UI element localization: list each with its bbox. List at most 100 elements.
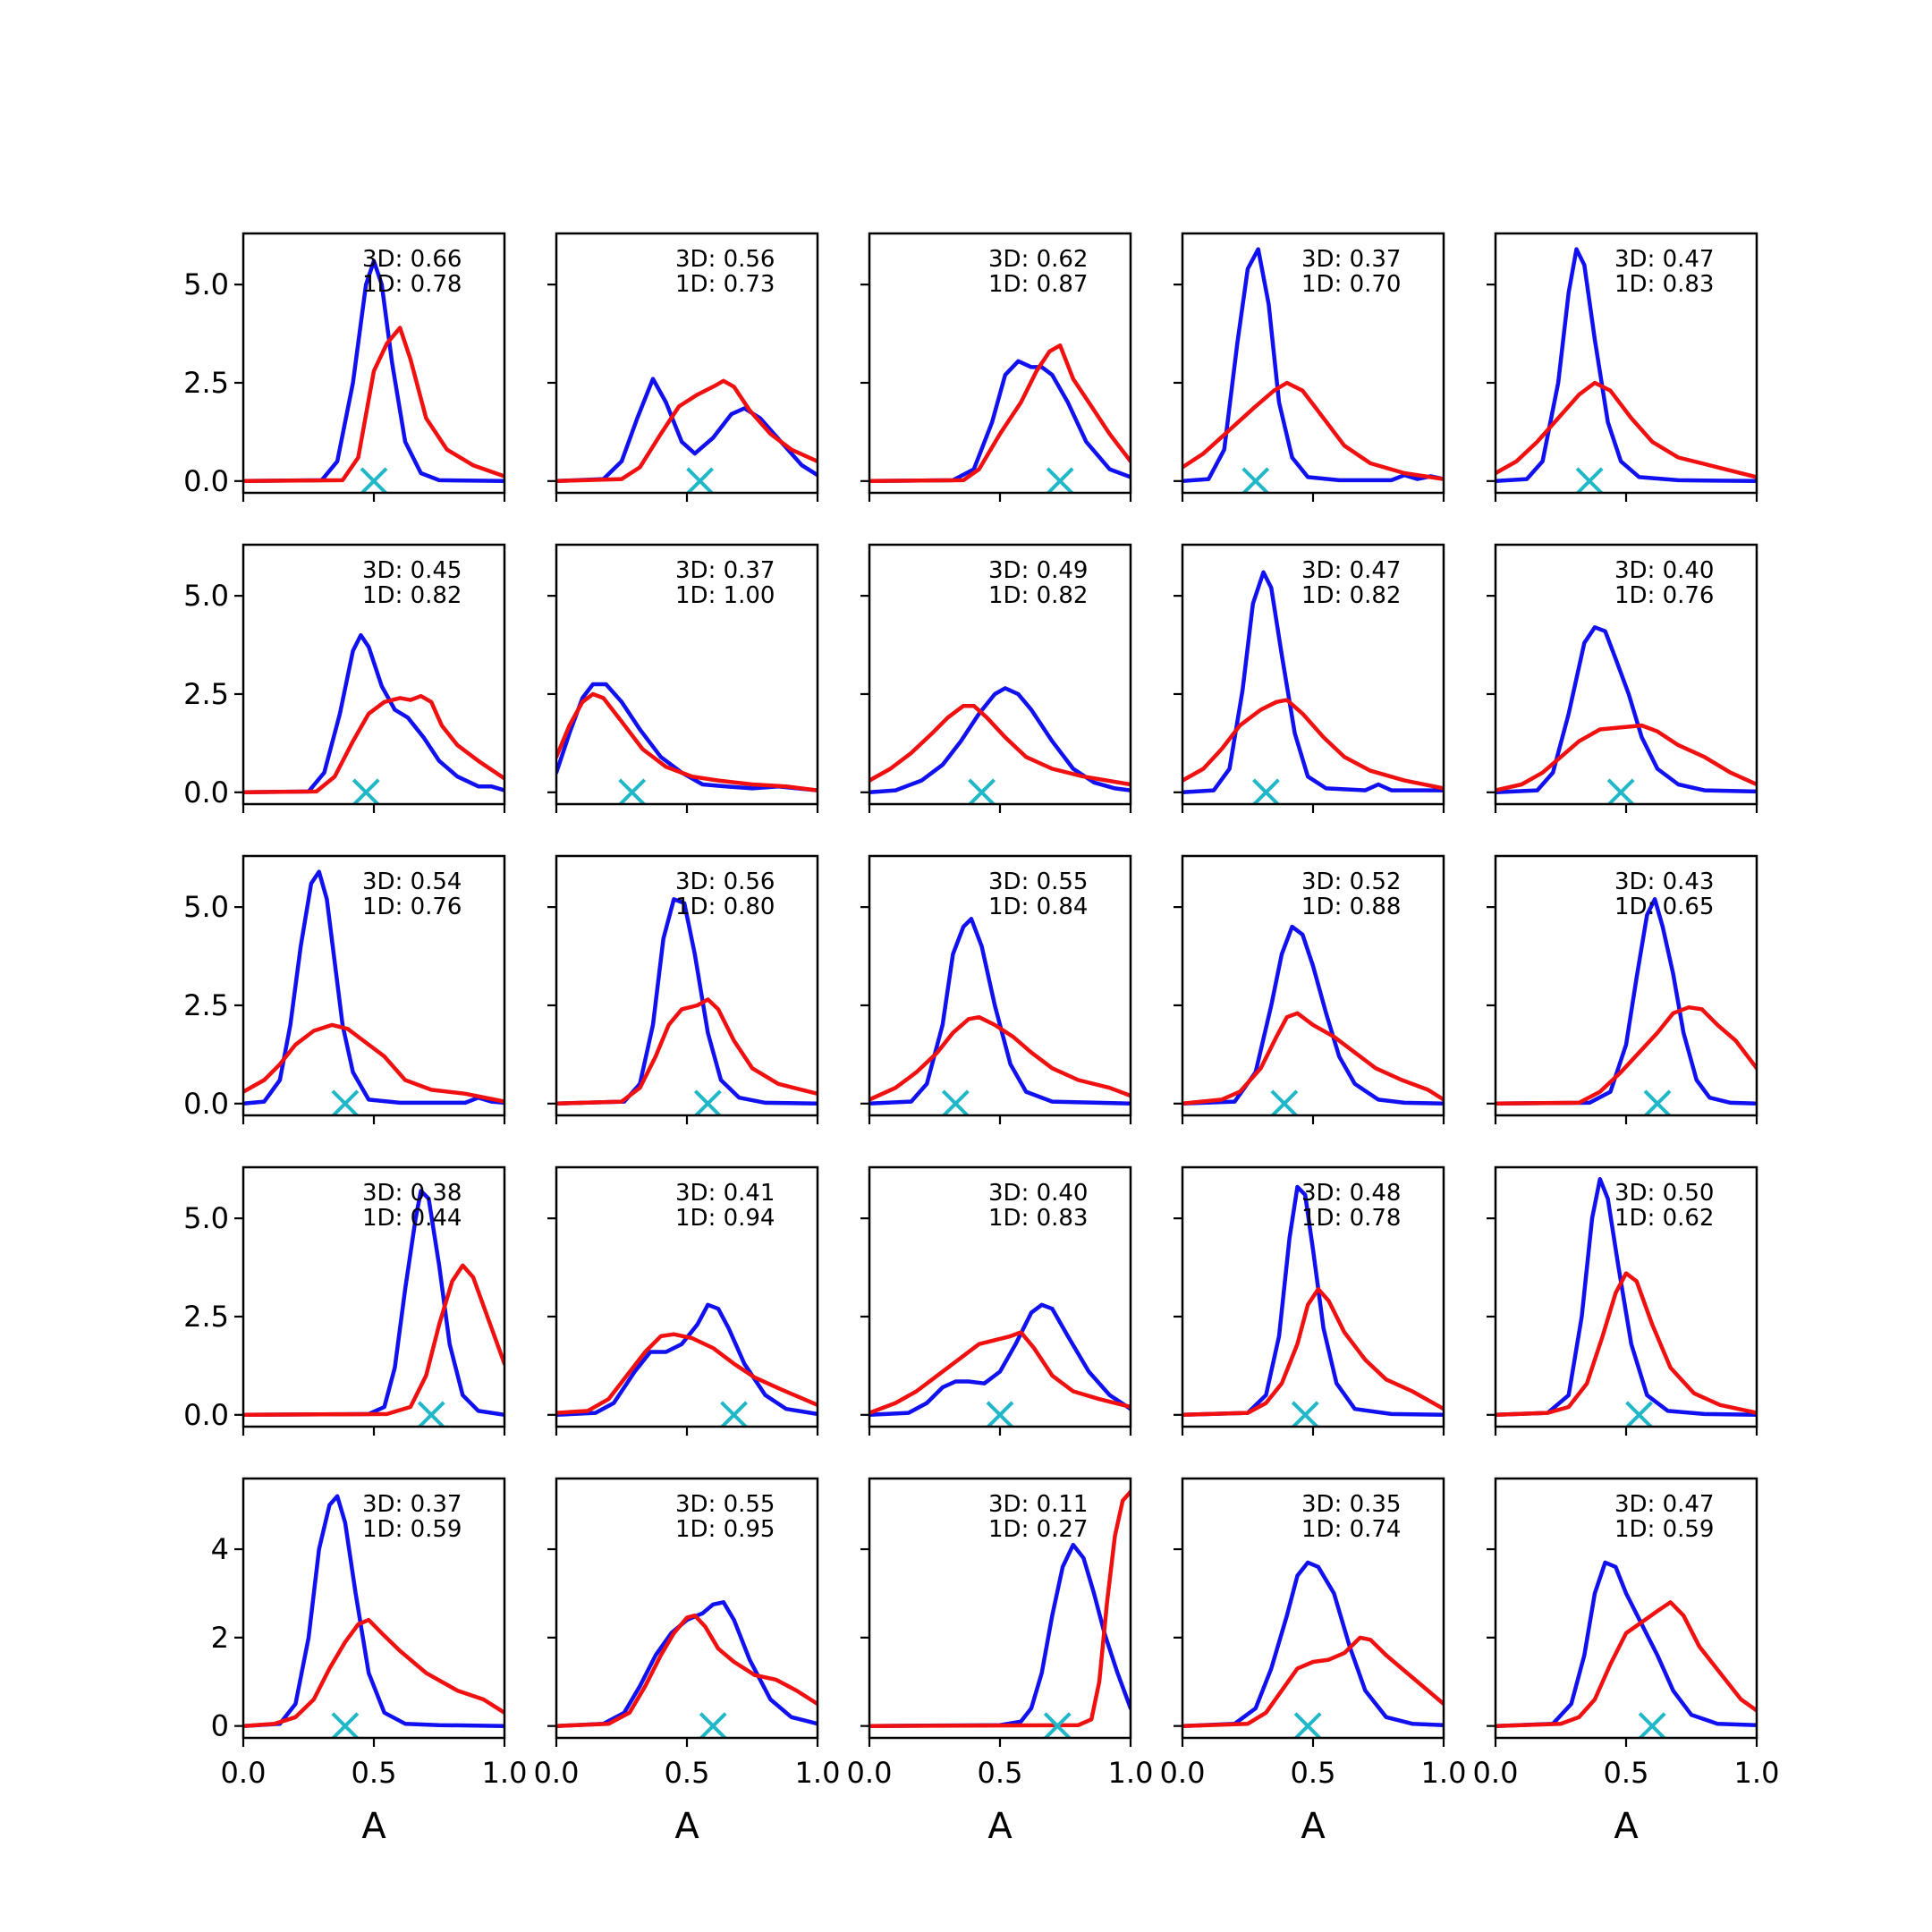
- series-1d-line: [1182, 380, 1444, 481]
- label-3d: 3D: 0.56: [675, 869, 775, 895]
- x-tick-label: 0.0: [221, 1756, 267, 1790]
- label-3d: 3D: 0.45: [362, 557, 462, 584]
- plot-area: [243, 632, 504, 804]
- x-marker-stroke: [1293, 1712, 1322, 1738]
- x-marker-stroke: [1291, 1401, 1319, 1427]
- label-3d: 3D: 0.40: [1614, 557, 1714, 584]
- x-marker: [699, 1712, 727, 1738]
- x-marker-stroke: [1575, 467, 1604, 493]
- x-marker: [1643, 1089, 1672, 1115]
- y-tick-label: 5.0: [183, 579, 229, 613]
- x-marker: [417, 1401, 445, 1427]
- series-1d-line: [1496, 380, 1757, 479]
- plot-area: [1182, 247, 1444, 493]
- series-1d-line: [1496, 723, 1757, 792]
- series-3d-line: [243, 869, 504, 1106]
- x-tick-label: 0.0: [534, 1756, 580, 1790]
- series-3d-line: [243, 258, 504, 484]
- label-1d: 1D: 0.70: [1301, 271, 1401, 298]
- label-1d: 1D: 0.74: [1301, 1516, 1401, 1543]
- y-tick-label: 2.5: [183, 366, 229, 400]
- x-marker: [1046, 467, 1074, 493]
- series-3d-line: [869, 1302, 1131, 1418]
- x-marker: [1291, 1401, 1319, 1427]
- y-tick-label: 4: [211, 1532, 229, 1566]
- x-marker-stroke: [360, 467, 388, 493]
- y-tick-label: 2: [211, 1621, 229, 1655]
- plot-area: [243, 258, 504, 493]
- series-3d-line: [243, 1494, 504, 1728]
- plot-area: [1182, 924, 1444, 1115]
- x-marker-stroke: [968, 778, 996, 804]
- x-marker-stroke: [331, 1712, 360, 1738]
- x-marker-stroke: [618, 778, 647, 804]
- label-3d: 3D: 0.48: [1301, 1180, 1401, 1207]
- plot-area: [1496, 1176, 1757, 1427]
- series-1d-line: [1496, 1271, 1757, 1418]
- plot-area: [869, 1302, 1131, 1427]
- plot-area: [556, 377, 818, 493]
- series-1d-line: [869, 1014, 1131, 1102]
- x-axis-label: A: [1614, 1806, 1639, 1847]
- series-1d-line: [1496, 1600, 1757, 1728]
- x-marker-stroke: [417, 1401, 445, 1427]
- series-1d-line: [1496, 1004, 1757, 1106]
- y-tick-label: 5.0: [183, 267, 229, 301]
- x-marker: [360, 467, 388, 493]
- series-1d-line: [243, 693, 504, 795]
- x-tick-label: 1.0: [795, 1756, 841, 1790]
- x-marker-stroke: [1270, 1089, 1299, 1115]
- x-tick-label: 0.0: [1473, 1756, 1519, 1790]
- series-3d-line: [1182, 924, 1444, 1106]
- x-tick-label: 0.0: [1160, 1756, 1206, 1790]
- x-tick-label: 0.5: [352, 1756, 397, 1790]
- label-1d: 1D: 0.87: [988, 271, 1088, 298]
- series-1d-line: [869, 1330, 1131, 1415]
- x-marker: [331, 1089, 360, 1115]
- label-1d: 1D: 0.44: [362, 1205, 462, 1232]
- y-tick-label: 5.0: [183, 1201, 229, 1235]
- x-marker-stroke: [1638, 1712, 1666, 1738]
- label-3d: 3D: 0.37: [362, 1491, 462, 1518]
- x-tick-label: 1.0: [1421, 1756, 1467, 1790]
- x-tick-label: 1.0: [1108, 1756, 1154, 1790]
- x-marker: [1625, 1401, 1654, 1427]
- series-1d-line: [1182, 698, 1444, 791]
- x-marker-stroke: [1043, 1712, 1072, 1738]
- x-marker-stroke: [1241, 467, 1270, 493]
- plot-area: [556, 682, 818, 804]
- series-1d-line: [243, 1263, 504, 1418]
- y-tick-label: 2.5: [183, 1300, 229, 1334]
- x-tick-label: 0.5: [1604, 1756, 1649, 1790]
- series-1d-line: [1182, 1286, 1444, 1418]
- label-3d: 3D: 0.50: [1614, 1180, 1714, 1207]
- label-1d: 1D: 0.83: [988, 1205, 1088, 1232]
- series-1d-line: [556, 378, 818, 484]
- x-axis-label: A: [361, 1806, 386, 1847]
- series-3d-line: [1496, 1176, 1757, 1418]
- label-3d: 3D: 0.56: [675, 246, 775, 273]
- label-1d: 1D: 0.82: [988, 582, 1088, 609]
- series-3d-line: [556, 1302, 818, 1418]
- series-3d-line: [556, 377, 818, 484]
- series-1d-line: [243, 1617, 504, 1728]
- x-marker: [686, 467, 715, 493]
- x-axis-label: A: [1301, 1806, 1326, 1847]
- series-1d-line: [556, 1332, 818, 1415]
- label-3d: 3D: 0.62: [988, 246, 1088, 273]
- x-marker: [1606, 778, 1635, 804]
- y-tick-label: 0.0: [183, 464, 229, 498]
- x-tick-label: 1.0: [482, 1756, 528, 1790]
- x-tick-label: 0.5: [665, 1756, 710, 1790]
- x-marker: [1575, 467, 1604, 493]
- label-1d: 1D: 0.27: [988, 1516, 1088, 1543]
